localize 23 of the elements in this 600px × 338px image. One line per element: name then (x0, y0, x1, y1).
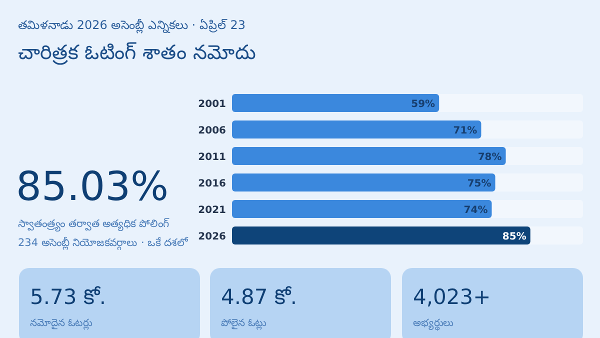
text: 85.03% (16, 164, 169, 210)
text: పోలైన ఓట్లు (221, 318, 268, 330)
y-tick-label: 2021 (198, 205, 226, 216)
data-label: 71% (453, 126, 478, 136)
text: అభ్యర్థులు (413, 318, 454, 331)
y-tick-label: 2001 (198, 99, 226, 110)
y-tick-label: 2011 (198, 152, 226, 163)
y-tick-label: 2016 (198, 178, 226, 190)
text: 5.73 కో. (30, 285, 106, 309)
text: 234 అసెంబ్లీ నియోజకవర్గాలు · ఒకే దశలో (18, 236, 190, 251)
text: 4.87 కో. (221, 285, 298, 309)
text: తమిళనాడు 2026 అసెంబ్లీ ఎన్నికలు · ఏప్రిల్ 23 (18, 18, 246, 34)
y-tick-label: 2026 (198, 232, 226, 242)
data-label: 75% (467, 178, 492, 190)
data-label: 59% (411, 99, 436, 110)
text: నమోదైన ఓటర్లు (30, 318, 94, 330)
data-label: 85% (502, 232, 526, 242)
text: స్వాతంత్ర్యం తర్వాత అత్యధిక పోలింగ్ (18, 218, 170, 233)
data-label: 78% (478, 152, 502, 163)
y-tick-label: 2006 (198, 126, 226, 136)
text: 4,023+ (413, 285, 491, 309)
data-label: 74% (464, 205, 488, 216)
chart-title: చారిత్రక ఓటింగ్ శాతం నమోదు (18, 40, 256, 65)
